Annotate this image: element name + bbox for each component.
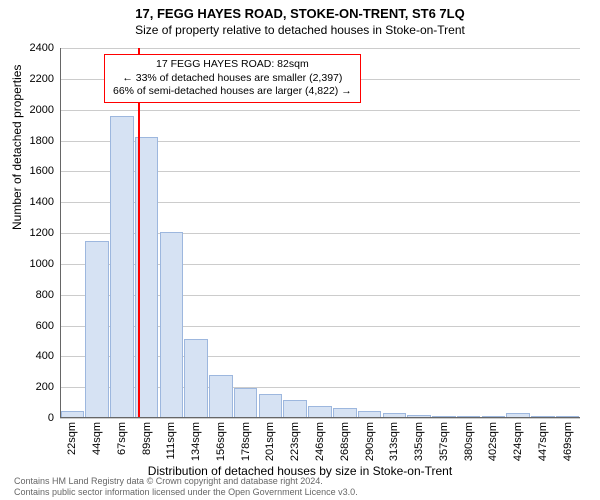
x-axis-line [60, 417, 580, 418]
x-tick-label: 268sqm [339, 422, 351, 461]
x-tick-label: 134sqm [190, 422, 202, 461]
annotation-line3: 66% of semi-detached houses are larger (… [113, 85, 352, 99]
y-tick-label: 2000 [30, 104, 54, 116]
histogram-bar [85, 241, 109, 418]
x-tick-label: 67sqm [116, 422, 128, 455]
histogram-bar [234, 388, 258, 418]
x-tick-label: 335sqm [413, 422, 425, 461]
histogram-bar [209, 375, 233, 418]
y-tick-label: 800 [36, 289, 54, 301]
y-tick-label: 2400 [30, 42, 54, 54]
y-tick-label: 1200 [30, 227, 54, 239]
y-tick-label: 0 [48, 412, 54, 424]
y-tick-label: 200 [36, 381, 54, 393]
chart-plot-area: 0200400600800100012001400160018002000220… [60, 48, 580, 418]
title-main: 17, FEGG HAYES ROAD, STOKE-ON-TRENT, ST6… [0, 0, 600, 21]
x-tick-label: 357sqm [438, 422, 450, 461]
x-tick-label: 201sqm [264, 422, 276, 461]
x-tick-label: 178sqm [240, 422, 252, 461]
x-tick-label: 111sqm [165, 422, 177, 460]
footer-line2: Contains public sector information licen… [14, 487, 358, 498]
reference-line [138, 48, 140, 418]
footer-line1: Contains HM Land Registry data © Crown c… [14, 476, 358, 487]
x-tick-label: 313sqm [388, 422, 400, 461]
x-tick-label: 44sqm [91, 422, 103, 455]
x-tick-label: 380sqm [463, 422, 475, 461]
histogram-bar [110, 116, 134, 418]
y-tick-label: 1600 [30, 165, 54, 177]
histogram-bar [283, 400, 307, 418]
footer-attribution: Contains HM Land Registry data © Crown c… [14, 476, 358, 498]
y-tick-label: 1400 [30, 196, 54, 208]
annotation-box: 17 FEGG HAYES ROAD: 82sqm← 33% of detach… [104, 54, 361, 103]
x-tick-label: 290sqm [364, 422, 376, 461]
title-sub: Size of property relative to detached ho… [0, 21, 600, 37]
y-axis-line [60, 48, 61, 418]
x-tick-label: 156sqm [215, 422, 227, 461]
histogram-bar [184, 339, 208, 418]
x-tick-label: 89sqm [141, 422, 153, 455]
x-tick-label: 402sqm [487, 422, 499, 461]
gridline [60, 418, 580, 419]
y-axis-label: Number of detached properties [10, 65, 24, 230]
annotation-line1: 17 FEGG HAYES ROAD: 82sqm [113, 58, 352, 72]
histogram-bar [160, 232, 184, 418]
x-tick-label: 223sqm [289, 422, 301, 461]
y-tick-label: 600 [36, 320, 54, 332]
x-tick-label: 447sqm [537, 422, 549, 461]
x-tick-label: 246sqm [314, 422, 326, 461]
x-tick-label: 424sqm [512, 422, 524, 461]
x-tick-label: 469sqm [562, 422, 574, 461]
y-tick-label: 2200 [30, 73, 54, 85]
y-tick-label: 1800 [30, 135, 54, 147]
y-tick-label: 1000 [30, 258, 54, 270]
y-tick-label: 400 [36, 350, 54, 362]
histogram-bar [259, 394, 283, 418]
annotation-line2: ← 33% of detached houses are smaller (2,… [113, 72, 352, 86]
x-tick-label: 22sqm [66, 422, 78, 455]
